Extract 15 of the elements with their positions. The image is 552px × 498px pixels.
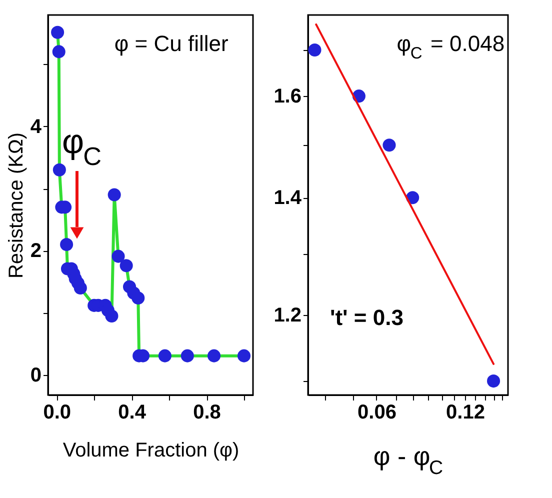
x-tick-label: 0.4 (118, 402, 147, 424)
x-tick-label: 0.8 (193, 402, 221, 424)
annotation: 't' = 0.3 (330, 305, 404, 330)
y-tick-label: 1.4 (274, 187, 302, 210)
y-tick-label: 2 (30, 240, 42, 262)
y-axis-title: Resistance (KΩ) (5, 132, 28, 279)
x-tick-label: 0.06 (358, 402, 396, 424)
y-tick-label: 0 (30, 364, 42, 387)
x-axis-title: Volume Fraction (φ) (62, 440, 240, 462)
x-tick-label: 0.12 (446, 402, 485, 424)
y-tick-label: 4 (30, 116, 42, 138)
x-tick-label: 0.0 (43, 402, 72, 424)
y-tick-label: 1.6 (274, 86, 302, 108)
annotation: φ = Cu filler (114, 31, 228, 56)
y-tick-label: 1.2 (274, 304, 302, 326)
